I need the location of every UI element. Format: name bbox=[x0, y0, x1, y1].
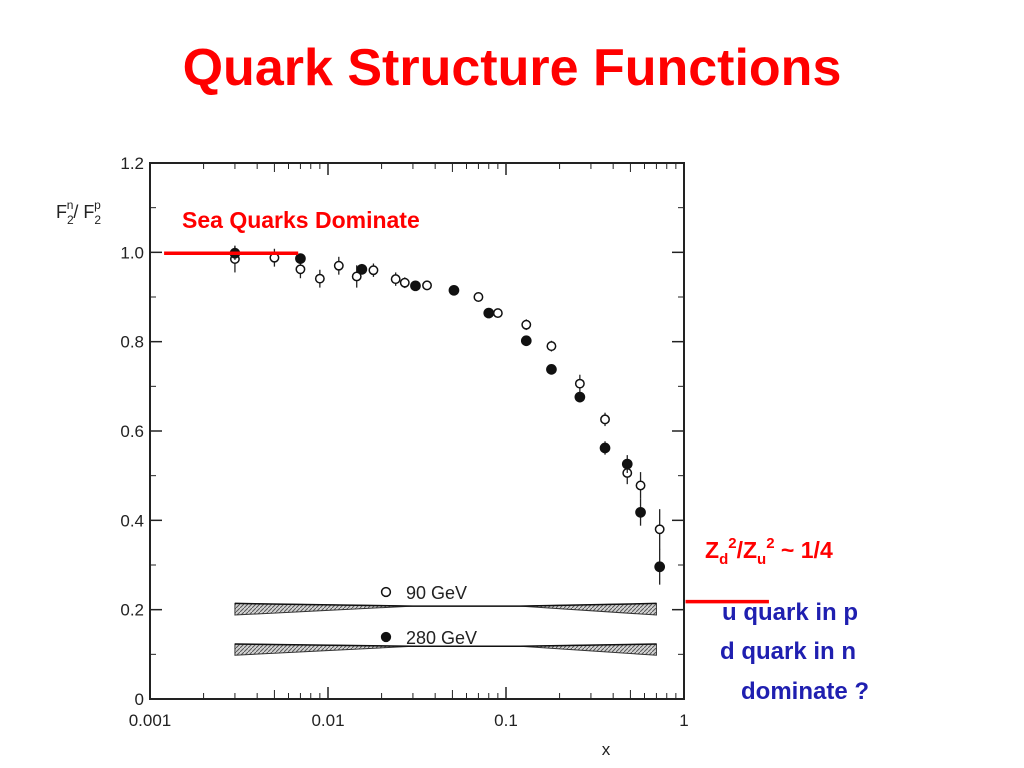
data-point-280gev bbox=[410, 280, 421, 292]
y-tick-label: 1.2 bbox=[120, 154, 144, 173]
data-point-90gev bbox=[654, 524, 665, 535]
data-point-90gev bbox=[390, 274, 401, 285]
data-point-280gev bbox=[546, 364, 557, 375]
slide-title: Quark Structure Functions bbox=[182, 39, 842, 97]
legend-marker-90gev bbox=[380, 586, 392, 598]
data-point-90gev bbox=[492, 308, 503, 319]
data-point-90gev bbox=[635, 480, 646, 491]
data-point-90gev bbox=[521, 319, 532, 330]
data-point-90gev bbox=[546, 341, 557, 352]
x-tick-label: 0.1 bbox=[494, 711, 518, 730]
data-point-280gev bbox=[448, 284, 460, 296]
y-tick-label: 0.6 bbox=[120, 422, 144, 441]
error-band-edge bbox=[234, 602, 657, 607]
data-point-90gev bbox=[473, 292, 484, 302]
data-point-280gev bbox=[599, 442, 611, 454]
annotation-valence-3: dominate ? bbox=[741, 678, 870, 705]
error-bands bbox=[234, 602, 657, 656]
data-point-90gev bbox=[314, 273, 325, 284]
chart-axes: 0 0.2 0.4 0.6 0.8 1.0 1.2 0.001 0.01 0.1 1 bbox=[120, 154, 688, 730]
y-tick-label: 1.0 bbox=[120, 243, 144, 262]
y-axis-label: F2n/ F2p bbox=[56, 198, 101, 227]
reference-lines bbox=[164, 251, 769, 604]
annotation-sea-quarks: Sea Quarks Dominate bbox=[182, 207, 420, 233]
legend-marker-280gev bbox=[380, 631, 392, 643]
error-band-edge bbox=[234, 643, 657, 648]
x-tick-label: 0.001 bbox=[129, 711, 172, 730]
y-tick-label: 0.4 bbox=[120, 511, 144, 530]
data-point-280gev bbox=[654, 561, 666, 573]
data-point-280gev bbox=[635, 506, 646, 518]
data-point-280gev bbox=[621, 458, 633, 470]
annotation-valence-1: u quark in p bbox=[722, 599, 859, 626]
x-axis-label: x bbox=[602, 740, 611, 759]
data-point-280gev bbox=[520, 335, 532, 347]
data-point-280gev bbox=[574, 391, 586, 403]
data-point-280gev bbox=[483, 307, 495, 319]
y-tick-label: 0.2 bbox=[120, 601, 144, 620]
data-point-90gev bbox=[295, 264, 306, 275]
data-point-90gev bbox=[600, 414, 610, 425]
annotation-charge-ratio: Zd2/Zu2 ~ 1/4 bbox=[705, 535, 833, 568]
x-tick-label: 0.01 bbox=[311, 711, 344, 730]
y-tick-label: 0.8 bbox=[120, 333, 144, 352]
data-point-90gev bbox=[333, 260, 344, 271]
y-tick-label: 0 bbox=[135, 690, 144, 709]
data-points bbox=[229, 245, 666, 585]
legend-label: 280 GeV bbox=[406, 628, 477, 648]
data-point-280gev bbox=[295, 253, 306, 264]
data-point-90gev bbox=[368, 265, 379, 276]
x-tick-label: 1 bbox=[679, 711, 688, 730]
data-point-90gev bbox=[351, 271, 362, 282]
annotation-valence-2: d quark in n bbox=[720, 638, 857, 665]
data-point-90gev bbox=[399, 277, 410, 288]
legend: 90 GeV 280 GeV bbox=[380, 583, 477, 648]
data-point-90gev bbox=[574, 378, 585, 389]
data-point-90gev bbox=[422, 280, 432, 291]
plot-frame bbox=[149, 162, 685, 700]
legend-label: 90 GeV bbox=[406, 583, 467, 603]
data-point-280gev bbox=[356, 263, 368, 275]
